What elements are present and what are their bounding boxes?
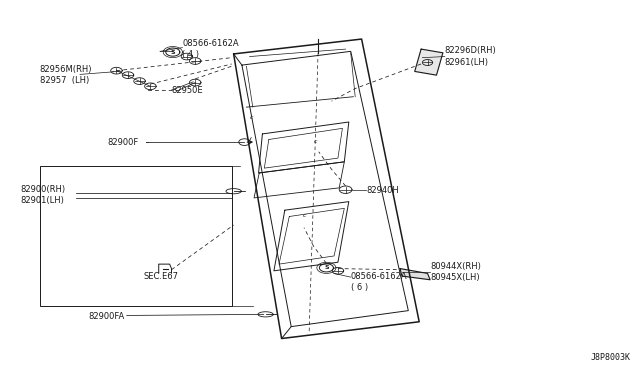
Bar (40, 166, 232, 306)
Text: S: S (324, 265, 329, 270)
Text: 82900(RH)
82901(LH): 82900(RH) 82901(LH) (20, 185, 66, 205)
Text: J8P8003K: J8P8003K (590, 353, 630, 362)
Text: c: c (302, 213, 306, 218)
Text: c: c (250, 115, 253, 120)
Text: 82940H: 82940H (366, 186, 399, 195)
Text: c: c (314, 139, 317, 144)
Text: 82950E: 82950E (172, 86, 203, 95)
Text: SEC.E67: SEC.E67 (144, 272, 179, 280)
Text: 82956M(RH)
82957  (LH): 82956M(RH) 82957 (LH) (40, 65, 92, 85)
Polygon shape (415, 49, 443, 75)
Text: S: S (170, 49, 175, 55)
Text: 82296D(RH)
82961(LH): 82296D(RH) 82961(LH) (445, 46, 497, 67)
Text: 80944X(RH)
80945X(LH): 80944X(RH) 80945X(LH) (430, 262, 481, 282)
Polygon shape (400, 269, 430, 280)
Text: 82900FA: 82900FA (88, 312, 125, 321)
Text: 08566-6162A
( 6 ): 08566-6162A ( 6 ) (351, 272, 407, 292)
Text: 82900F: 82900F (108, 138, 139, 147)
Text: 08566-6162A
( 4 ): 08566-6162A ( 4 ) (182, 39, 239, 59)
